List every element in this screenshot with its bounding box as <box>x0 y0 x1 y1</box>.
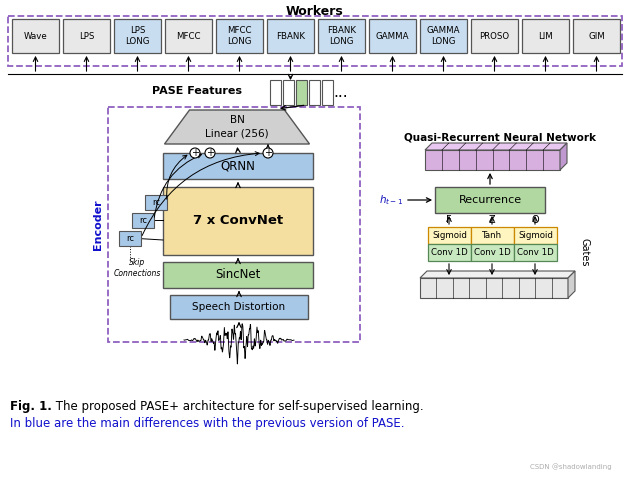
Text: Fig. 1.: Fig. 1. <box>10 400 52 413</box>
Text: PASE Features: PASE Features <box>152 86 242 96</box>
Text: Conv 1D: Conv 1D <box>517 248 554 257</box>
Text: The proposed PASE+ architecture for self-supervised learning.: The proposed PASE+ architecture for self… <box>52 400 423 413</box>
Polygon shape <box>560 143 567 170</box>
Polygon shape <box>568 271 575 298</box>
Text: Conv 1D: Conv 1D <box>474 248 511 257</box>
Text: +: + <box>206 148 214 158</box>
Circle shape <box>205 148 215 158</box>
Polygon shape <box>435 187 545 213</box>
Text: +: + <box>264 148 272 158</box>
Polygon shape <box>425 143 567 150</box>
Polygon shape <box>514 227 557 244</box>
Polygon shape <box>163 187 313 255</box>
Text: SincNet: SincNet <box>215 269 261 282</box>
Text: Tanh: Tanh <box>483 231 503 240</box>
Polygon shape <box>114 19 161 53</box>
Polygon shape <box>170 295 308 319</box>
Circle shape <box>263 148 273 158</box>
Polygon shape <box>420 278 568 298</box>
Text: GAMMA
LONG: GAMMA LONG <box>427 26 461 46</box>
Text: rc: rc <box>152 198 160 207</box>
Text: +: + <box>191 148 199 158</box>
Text: MFCC
LONG: MFCC LONG <box>227 26 252 46</box>
Polygon shape <box>63 19 110 53</box>
Polygon shape <box>428 227 471 244</box>
Text: $h_{t-1}$: $h_{t-1}$ <box>379 193 403 207</box>
Text: Linear (256): Linear (256) <box>205 128 269 138</box>
Polygon shape <box>267 19 314 53</box>
Polygon shape <box>132 213 154 228</box>
Text: F: F <box>446 215 452 225</box>
Polygon shape <box>216 19 263 53</box>
Polygon shape <box>573 19 620 53</box>
Text: LPS: LPS <box>79 32 94 41</box>
Polygon shape <box>296 80 307 105</box>
Text: Skip
Connections: Skip Connections <box>113 258 161 278</box>
Polygon shape <box>270 80 281 105</box>
Text: ...: ... <box>334 85 348 100</box>
Circle shape <box>190 148 200 158</box>
Text: GAMMA: GAMMA <box>375 32 410 41</box>
Polygon shape <box>471 227 514 244</box>
Text: 7 x ConvNet: 7 x ConvNet <box>193 215 283 228</box>
Polygon shape <box>369 19 416 53</box>
Text: MFCC: MFCC <box>176 32 201 41</box>
Polygon shape <box>471 244 514 261</box>
Text: Quasi-Recurrent Neural Network: Quasi-Recurrent Neural Network <box>404 133 596 143</box>
Polygon shape <box>428 244 471 261</box>
Polygon shape <box>164 110 309 144</box>
Text: Sigmoid: Sigmoid <box>432 231 467 240</box>
Polygon shape <box>425 150 560 170</box>
Polygon shape <box>163 262 313 288</box>
Text: Encoder: Encoder <box>93 199 103 250</box>
Text: In blue are the main differences with the previous version of PASE.: In blue are the main differences with th… <box>10 417 404 430</box>
Polygon shape <box>471 19 518 53</box>
Text: FBANK
LONG: FBANK LONG <box>327 26 356 46</box>
Text: QRNN: QRNN <box>220 160 255 173</box>
Polygon shape <box>163 153 313 179</box>
Text: Workers: Workers <box>286 4 344 18</box>
Text: Gates: Gates <box>579 238 589 266</box>
Polygon shape <box>119 231 141 246</box>
Polygon shape <box>420 271 575 278</box>
Text: FBANK: FBANK <box>276 32 305 41</box>
Text: Sigmoid: Sigmoid <box>518 231 553 240</box>
Polygon shape <box>165 19 212 53</box>
Text: PROSO: PROSO <box>479 32 510 41</box>
Text: BN: BN <box>229 115 244 125</box>
Text: CSDN @shadowlanding: CSDN @shadowlanding <box>530 463 612 470</box>
Text: Wave: Wave <box>24 32 47 41</box>
Text: LPS
LONG: LPS LONG <box>125 26 150 46</box>
Polygon shape <box>12 19 59 53</box>
Polygon shape <box>322 80 333 105</box>
Polygon shape <box>318 19 365 53</box>
Text: Recurrence: Recurrence <box>459 195 522 205</box>
Polygon shape <box>283 80 294 105</box>
Text: Conv 1D: Conv 1D <box>431 248 468 257</box>
Text: rc: rc <box>139 216 147 225</box>
Text: Speech Distortion: Speech Distortion <box>192 302 285 312</box>
Text: O: O <box>531 215 539 225</box>
Text: rc: rc <box>126 234 134 243</box>
Polygon shape <box>522 19 569 53</box>
Text: GIM: GIM <box>588 32 605 41</box>
Polygon shape <box>514 244 557 261</box>
Polygon shape <box>309 80 320 105</box>
Polygon shape <box>420 19 467 53</box>
Text: Z: Z <box>489 215 495 225</box>
Text: LIM: LIM <box>538 32 553 41</box>
Polygon shape <box>145 195 167 210</box>
